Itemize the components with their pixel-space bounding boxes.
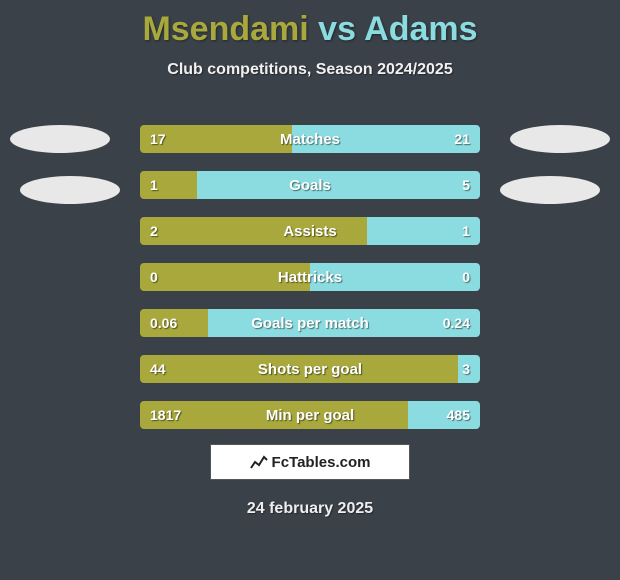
stat-label: Min per goal	[140, 401, 480, 429]
player2-photo-placeholder	[510, 125, 610, 153]
title-vs: vs	[318, 10, 356, 48]
stat-label: Matches	[140, 125, 480, 153]
stat-row: 21Assists	[140, 217, 480, 245]
player1-photo-placeholder	[10, 125, 110, 153]
stat-bars: 1721Matches 15Goals 21Assists 00Hattricks 0.…	[140, 125, 480, 447]
stat-label: Hattricks	[140, 263, 480, 291]
subtitle: Club competitions, Season 2024/2025	[0, 61, 620, 79]
stat-label: Shots per goal	[140, 355, 480, 383]
stat-row: 1721Matches	[140, 125, 480, 153]
stat-label: Goals	[140, 171, 480, 199]
player2-name: Adams	[364, 10, 477, 48]
player2-club-placeholder	[500, 176, 600, 204]
player1-club-placeholder	[20, 176, 120, 204]
stat-row: 443Shots per goal	[140, 355, 480, 383]
stat-row: 0.060.24Goals per match	[140, 309, 480, 337]
stat-row: 00Hattricks	[140, 263, 480, 291]
stat-row: 15Goals	[140, 171, 480, 199]
site-logo: FcTables.com	[210, 444, 410, 480]
date-text: 24 february 2025	[0, 500, 620, 518]
stat-row: 1817485Min per goal	[140, 401, 480, 429]
stat-label: Assists	[140, 217, 480, 245]
stat-label: Goals per match	[140, 309, 480, 337]
chart-icon	[250, 455, 268, 469]
site-logo-text: FcTables.com	[272, 454, 371, 471]
comparison-title: Msendami vs Adams	[0, 0, 620, 49]
player1-name: Msendami	[142, 10, 308, 48]
